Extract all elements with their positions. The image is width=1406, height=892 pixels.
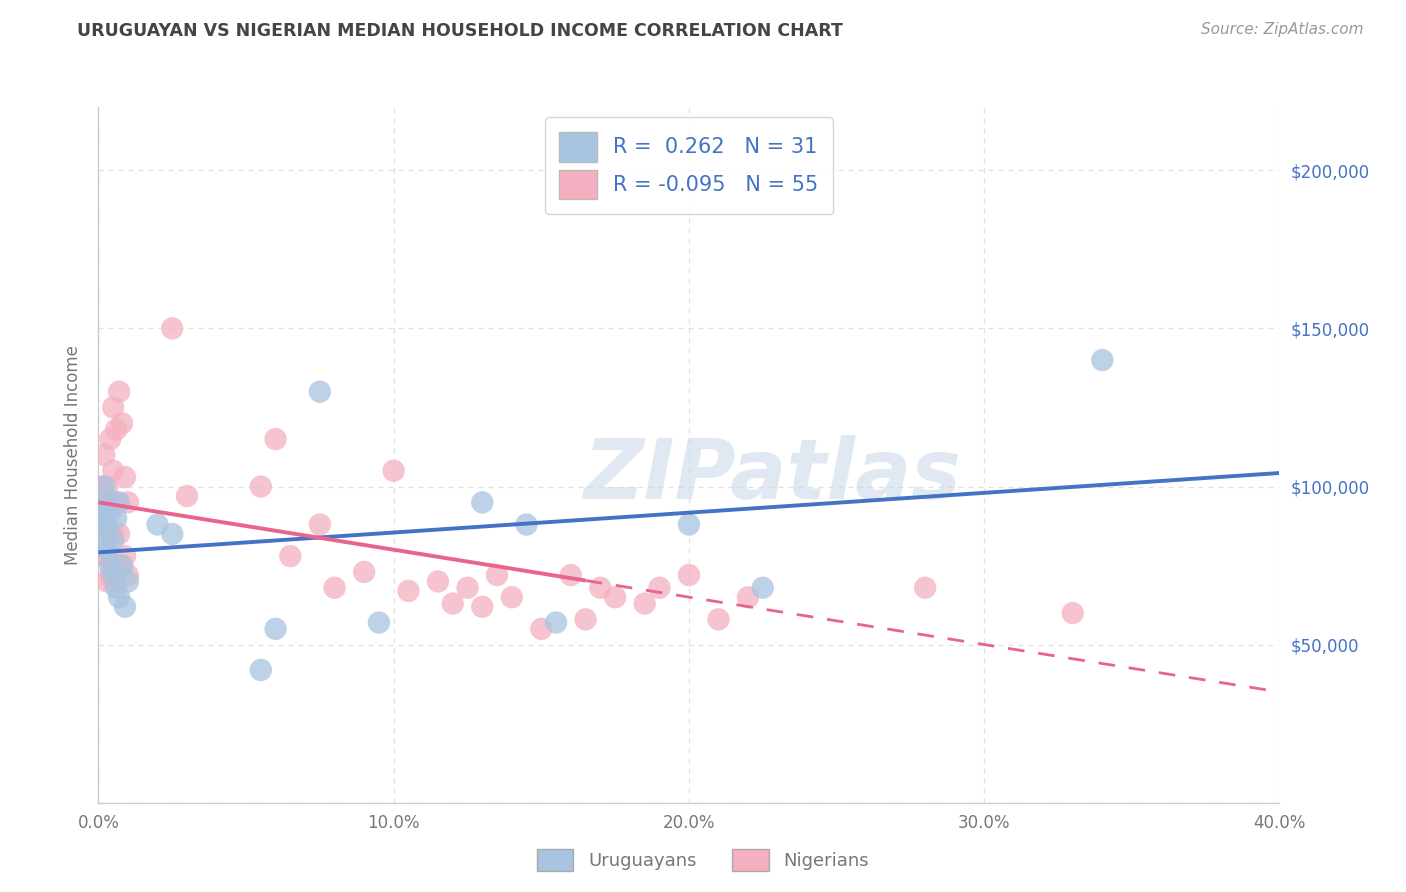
Point	[90, 517, 112, 532]
Point	[96, 521, 118, 535]
Point	[117, 574, 139, 589]
Point	[105, 495, 128, 509]
Point	[103, 527, 125, 541]
Point	[737, 591, 759, 605]
Point	[264, 432, 287, 446]
Legend: Uruguayans, Nigerians: Uruguayans, Nigerians	[530, 842, 876, 879]
Point	[93, 511, 115, 525]
Point	[280, 549, 302, 563]
Point	[108, 591, 131, 605]
Point	[105, 568, 128, 582]
Point	[589, 581, 612, 595]
Point	[678, 517, 700, 532]
Point	[117, 495, 139, 509]
Point	[98, 495, 121, 509]
Point	[96, 495, 118, 509]
Legend: R =  0.262   N = 31, R = -0.095   N = 55: R = 0.262 N = 31, R = -0.095 N = 55	[544, 118, 834, 214]
Point	[93, 448, 115, 462]
Point	[93, 549, 115, 563]
Point	[93, 533, 115, 548]
Point	[309, 517, 332, 532]
Point	[96, 542, 118, 557]
Point	[250, 663, 273, 677]
Point	[96, 549, 118, 563]
Point	[103, 401, 125, 415]
Point	[1091, 353, 1114, 368]
Text: ZIPatlas: ZIPatlas	[582, 435, 960, 516]
Point	[501, 591, 523, 605]
Point	[471, 599, 494, 614]
Point	[648, 581, 671, 595]
Point	[427, 574, 450, 589]
Point	[546, 615, 568, 630]
Point	[93, 479, 115, 493]
Point	[105, 423, 128, 437]
Point	[108, 384, 131, 399]
Point	[486, 568, 509, 582]
Point	[105, 581, 128, 595]
Point	[516, 517, 538, 532]
Point	[114, 549, 136, 563]
Point	[90, 501, 112, 516]
Point	[98, 558, 121, 573]
Point	[368, 615, 391, 630]
Point	[96, 574, 118, 589]
Point	[162, 321, 183, 335]
Point	[114, 470, 136, 484]
Point	[560, 568, 582, 582]
Point	[98, 568, 121, 582]
Point	[96, 479, 118, 493]
Point	[634, 597, 657, 611]
Point	[114, 599, 136, 614]
Point	[441, 597, 464, 611]
Point	[309, 384, 332, 399]
Point	[678, 568, 700, 582]
Point	[98, 432, 121, 446]
Point	[250, 479, 273, 493]
Point	[111, 558, 134, 573]
Point	[90, 479, 112, 493]
Point	[398, 583, 420, 598]
Point	[90, 527, 112, 541]
Point	[471, 495, 494, 509]
Point	[382, 464, 405, 478]
Point	[93, 505, 115, 519]
Point	[353, 565, 375, 579]
Point	[264, 622, 287, 636]
Text: Source: ZipAtlas.com: Source: ZipAtlas.com	[1201, 22, 1364, 37]
Point	[575, 612, 598, 626]
Point	[162, 527, 183, 541]
Point	[707, 612, 730, 626]
Point	[96, 521, 118, 535]
Point	[105, 511, 128, 525]
Point	[176, 489, 198, 503]
Point	[605, 591, 627, 605]
Point	[914, 581, 936, 595]
Point	[1062, 606, 1084, 620]
Point	[752, 581, 775, 595]
Point	[108, 495, 131, 509]
Point	[117, 568, 139, 582]
Point	[111, 558, 134, 573]
Point	[457, 581, 479, 595]
Point	[111, 417, 134, 431]
Point	[103, 533, 125, 548]
Point	[530, 622, 553, 636]
Point	[98, 505, 121, 519]
Point	[103, 464, 125, 478]
Y-axis label: Median Household Income: Median Household Income	[63, 345, 82, 565]
Point	[108, 527, 131, 541]
Text: URUGUAYAN VS NIGERIAN MEDIAN HOUSEHOLD INCOME CORRELATION CHART: URUGUAYAN VS NIGERIAN MEDIAN HOUSEHOLD I…	[77, 22, 844, 40]
Point	[103, 574, 125, 589]
Point	[323, 581, 346, 595]
Point	[146, 517, 169, 532]
Point	[103, 568, 125, 582]
